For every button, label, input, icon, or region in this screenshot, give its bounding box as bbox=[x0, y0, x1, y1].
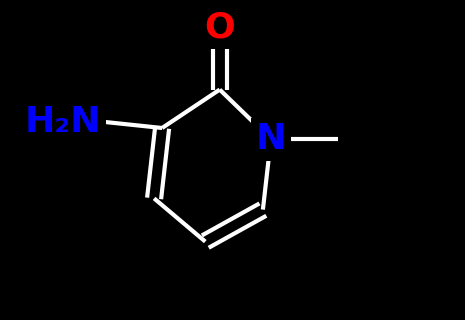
Text: N: N bbox=[256, 122, 286, 156]
Text: O: O bbox=[204, 10, 235, 44]
Text: H₂N: H₂N bbox=[25, 105, 101, 139]
